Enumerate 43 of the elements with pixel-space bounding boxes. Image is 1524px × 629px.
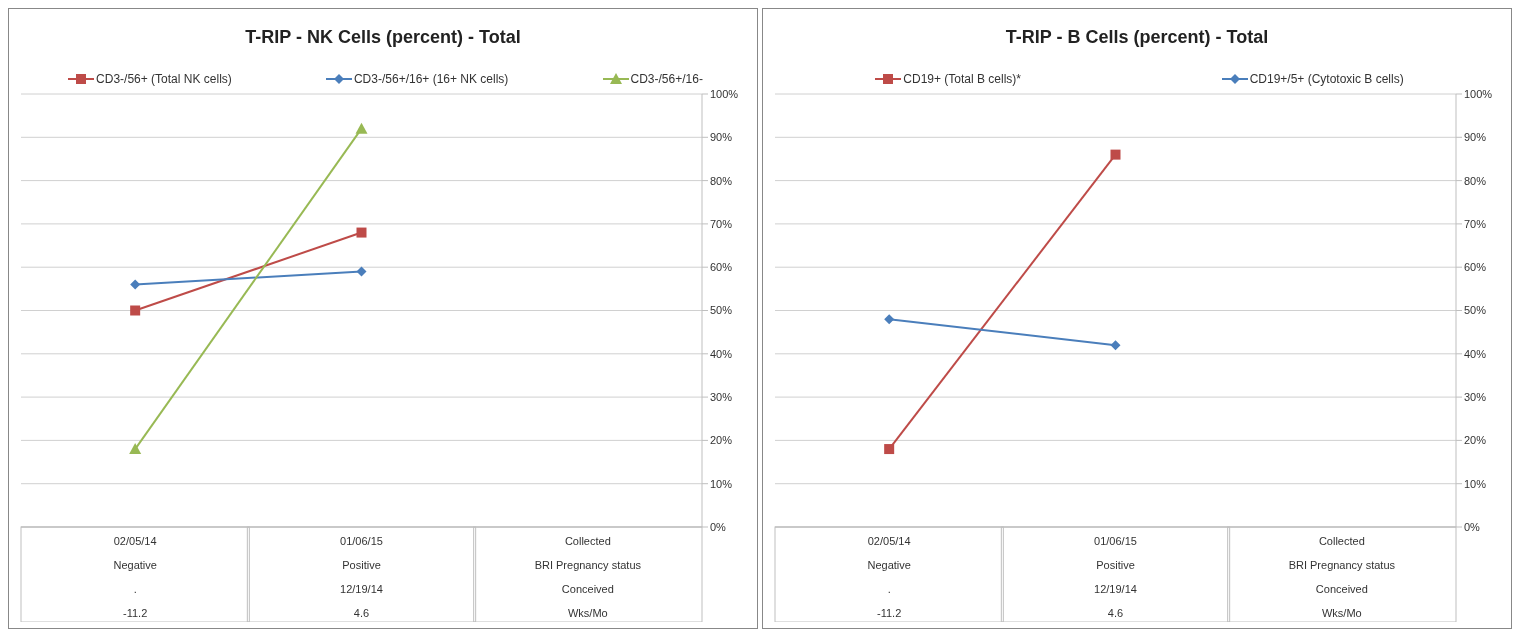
x-tick-label: 01/06/15 Positive 12/19/14 4.6 <box>340 535 383 619</box>
point <box>884 444 895 455</box>
y-tick-label: 50% <box>1464 304 1487 317</box>
y-tick-label: 90% <box>710 131 733 144</box>
legend-label: CD3-/56+/16+ (16+ NK cells) <box>352 72 509 86</box>
y-tick-label: 80% <box>1464 174 1487 187</box>
y-tick-label: 30% <box>1464 391 1487 404</box>
point <box>356 227 367 238</box>
y-tick-label: 30% <box>710 391 733 404</box>
x-tick-label: Collected BRI Pregnancy status Conceived Wks/Mo <box>1288 535 1396 619</box>
y-tick-label: 70% <box>710 217 733 230</box>
x-tick-label: 02/05/14 Negative . -11.2 <box>867 535 911 619</box>
chart-title: T-RIP - NK Cells (percent) - Total <box>244 26 522 49</box>
y-tick-label: 100% <box>710 87 739 100</box>
y-tick-label: 40% <box>710 347 733 360</box>
y-tick-label: 80% <box>710 174 733 187</box>
x-tick-label: 01/06/15 Positive 12/19/14 4.6 <box>1094 535 1137 619</box>
y-tick-label: 20% <box>1464 434 1487 447</box>
legend-label: CD19+ (Total B cells)* <box>902 72 1022 86</box>
y-tick-label: 10% <box>710 477 733 490</box>
legend-label: CD3-/56+/16- <box>629 72 703 86</box>
y-tick-label: 60% <box>1464 261 1487 274</box>
point <box>356 266 367 277</box>
y-tick-label: 70% <box>1464 217 1487 230</box>
y-tick-label: 0% <box>710 520 727 533</box>
y-tick-label: 100% <box>1464 87 1493 100</box>
x-tick-label: 02/05/14 Negative . -11.2 <box>113 535 157 619</box>
legend-label: CD19+/5+ (Cytotoxic B cells) <box>1248 72 1404 86</box>
legend-label: CD3-/56+ (Total NK cells) <box>95 72 232 86</box>
chart-title: T-RIP - B Cells (percent) - Total <box>1004 26 1270 49</box>
y-tick-label: 10% <box>1464 477 1487 490</box>
point <box>1110 340 1121 351</box>
x-tick-label: Collected BRI Pregnancy status Conceived Wks/Mo <box>534 535 642 619</box>
point <box>130 279 141 290</box>
y-tick-label: 50% <box>710 304 733 317</box>
y-tick-label: 90% <box>1464 131 1487 144</box>
y-tick-label: 40% <box>1464 347 1487 360</box>
y-tick-label: 60% <box>710 261 733 274</box>
point <box>1110 149 1121 160</box>
y-tick-label: 0% <box>1464 520 1481 533</box>
point <box>130 305 141 316</box>
y-tick-label: 20% <box>710 434 733 447</box>
point <box>884 314 895 325</box>
